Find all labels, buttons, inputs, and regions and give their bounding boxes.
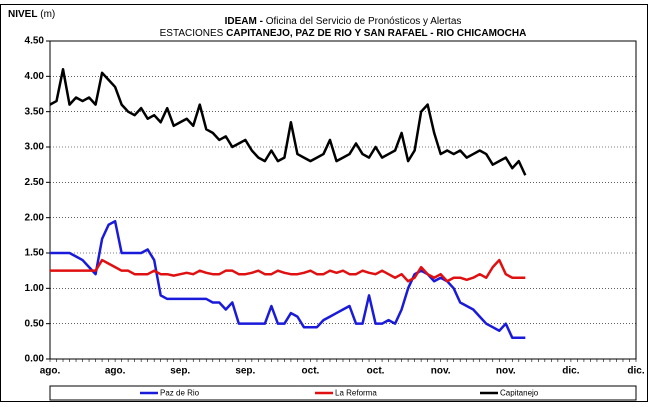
x-tick-label: dic.: [627, 366, 644, 377]
y-unit: (m): [40, 9, 55, 20]
x-tick-label: sep.: [170, 366, 190, 377]
x-tick-label: oct.: [302, 366, 320, 377]
y-tick-label: 3.50: [25, 106, 45, 117]
y-tick-label: 0.00: [25, 354, 45, 365]
series-line: [50, 258, 526, 283]
y-tick-label: 0.50: [25, 318, 45, 329]
y-tick-label: 2.50: [25, 177, 45, 188]
y-tick-label: 4.00: [25, 71, 45, 82]
y-tick-label: 1.00: [25, 283, 45, 294]
chart-subtitle: ESTACIONES CAPITANEJO, PAZ DE RIO Y SAN …: [160, 28, 527, 39]
subtitle: ESTACIONES: [160, 28, 224, 39]
plot-area: [49, 40, 637, 360]
x-tick-label: oct.: [367, 366, 385, 377]
x-tick-label: nov.: [496, 366, 516, 377]
legend-label: Capitanejo: [500, 389, 539, 398]
legend-label: Paz de Rio: [160, 389, 200, 398]
x-tick-label: ago.: [40, 366, 61, 377]
y-axis-label: NIVEL (m): [8, 9, 55, 20]
x-tick-label: nov.: [431, 366, 451, 377]
subtitle-bold: CAPITANEJO, PAZ DE RIO Y SAN RAFAEL - RI…: [226, 28, 526, 39]
legend-label: La Reforma: [335, 389, 377, 398]
x-tick-label: ago.: [105, 366, 126, 377]
title-bold: IDEAM -: [225, 16, 263, 27]
series-line: [49, 68, 527, 176]
y-label: NIVEL: [8, 9, 37, 20]
x-tick-label: dic.: [562, 366, 579, 377]
x-tick-label: sep.: [235, 366, 255, 377]
legend-box: [49, 385, 637, 401]
y-tick-label: 4.50: [25, 36, 45, 47]
title: Oficina del Servicio de Pronósticos y Al…: [266, 16, 462, 27]
chart-title: IDEAM - Oficina del Servicio de Pronósti…: [225, 16, 462, 27]
y-tick-label: 1.50: [25, 248, 45, 259]
y-tick-label: 2.00: [25, 212, 45, 223]
y-tick-label: 3.00: [25, 142, 45, 153]
